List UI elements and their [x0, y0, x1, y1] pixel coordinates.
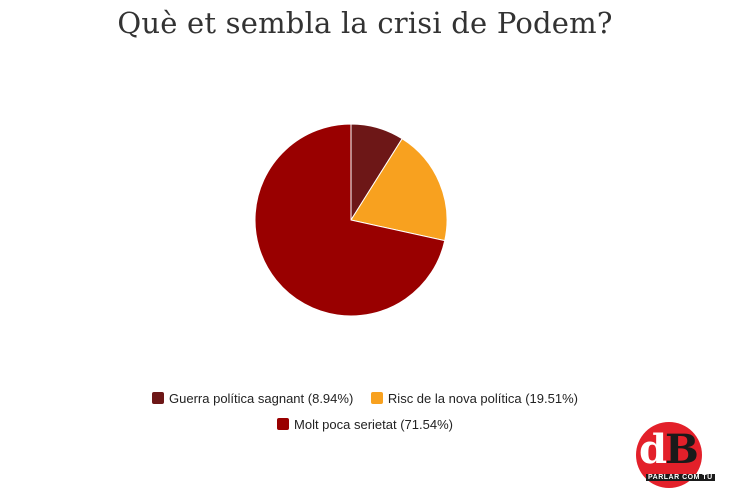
legend-label-risc: Risc de la nova política (19.51%)	[387, 391, 578, 407]
logo-text: dB	[639, 426, 699, 473]
legend-item-serietat[interactable]: Molt poca serietat (71.54%)	[277, 417, 453, 432]
legend-swatch-serietat	[277, 418, 290, 431]
pie-slice-serietat[interactable]	[254, 123, 446, 317]
legend-label-guerra: Guerra política sagnant (8.94%)	[169, 391, 354, 407]
legend-item-risc[interactable]: Risc de la nova política (19.51%)	[370, 391, 578, 407]
logo-tagline: PARLAR COM TU	[646, 474, 715, 481]
chart-title: Què et sembla la crisi de Podem?	[117, 6, 613, 40]
legend-row: Guerra política sagnant (8.94%) Risc de …	[0, 390, 730, 406]
legend-item-guerra[interactable]: Guerra política sagnant (8.94%)	[152, 391, 353, 406]
legend-swatch-guerra	[152, 392, 165, 405]
legend-label-serietat: Molt poca serietat (71.54%)	[294, 417, 453, 433]
pie-slice-risc[interactable]	[350, 138, 448, 242]
db-logo: dB PARLAR COM TU	[636, 422, 716, 492]
legend-swatch-risc	[370, 392, 383, 405]
legend-row: Molt poca serietat (71.54%)	[0, 416, 730, 432]
